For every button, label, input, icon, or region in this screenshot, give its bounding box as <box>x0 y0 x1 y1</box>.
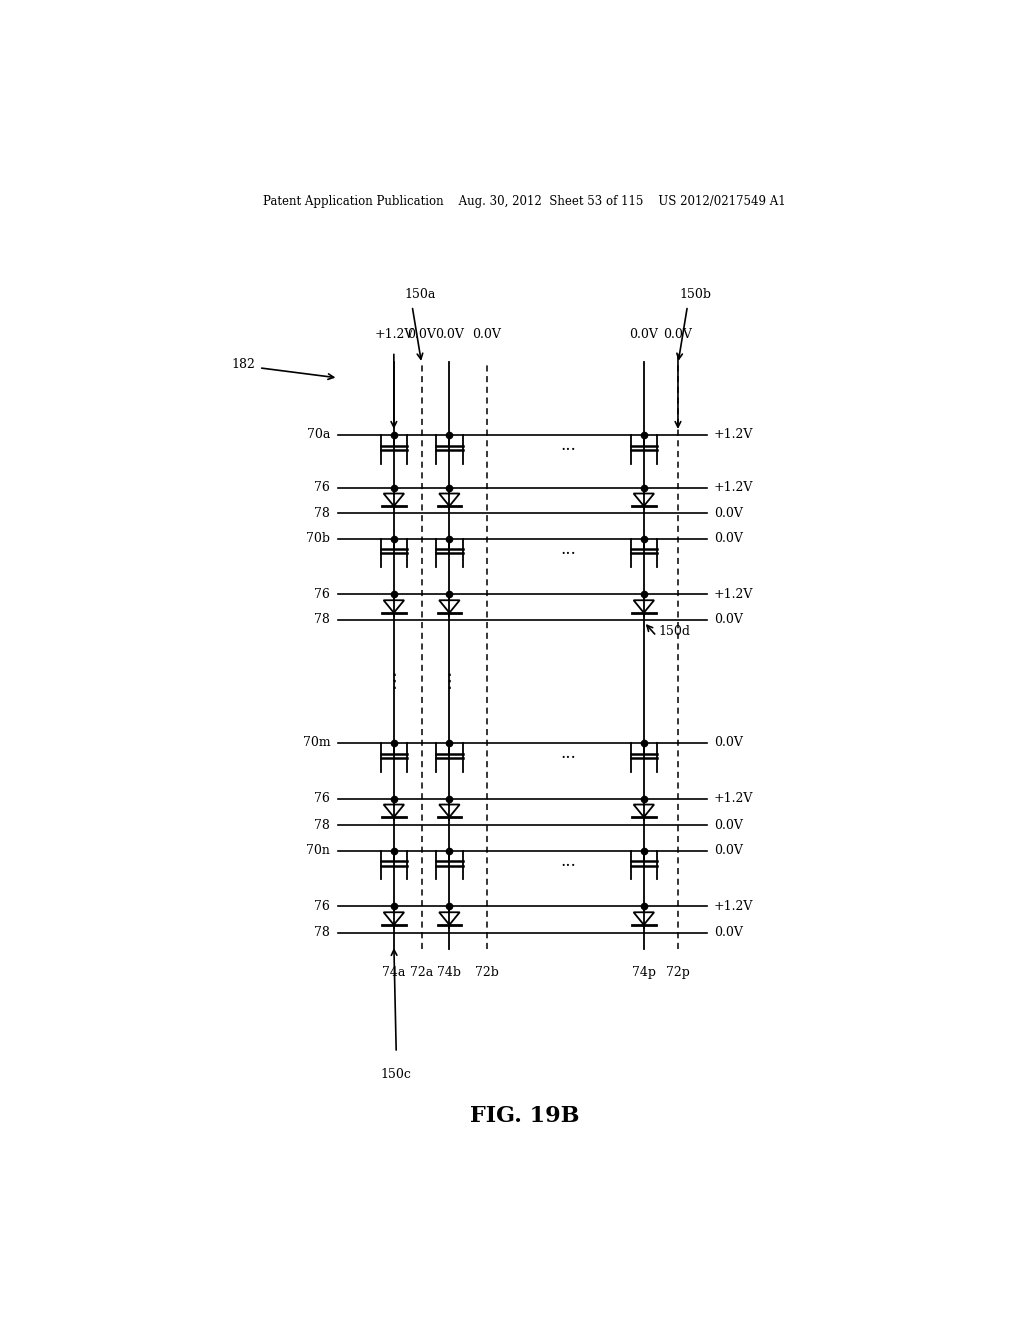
Text: 78: 78 <box>314 614 331 627</box>
Text: +1.2V: +1.2V <box>374 329 414 342</box>
Text: 150d: 150d <box>658 624 690 638</box>
Text: +1.2V: +1.2V <box>714 482 753 494</box>
Text: ...: ... <box>560 437 577 454</box>
Text: +1.2V: +1.2V <box>714 429 753 441</box>
Text: 78: 78 <box>314 507 331 520</box>
Text: 76: 76 <box>314 482 331 494</box>
Text: 70a: 70a <box>307 429 331 441</box>
Text: Patent Application Publication    Aug. 30, 2012  Sheet 53 of 115    US 2012/0217: Patent Application Publication Aug. 30, … <box>263 194 786 207</box>
Text: 0.0V: 0.0V <box>714 818 742 832</box>
Text: 70m: 70m <box>303 737 331 750</box>
Text: 0.0V: 0.0V <box>435 329 464 342</box>
Text: 0.0V: 0.0V <box>714 843 742 857</box>
Text: 0.0V: 0.0V <box>472 329 501 342</box>
Text: 0.0V: 0.0V <box>714 614 742 627</box>
Text: 0.0V: 0.0V <box>714 507 742 520</box>
Text: ...: ... <box>560 541 577 558</box>
Text: 0.0V: 0.0V <box>630 329 658 342</box>
Text: 72b: 72b <box>475 966 499 979</box>
Text: FIG. 19B: FIG. 19B <box>470 1105 580 1127</box>
Text: ⋮: ⋮ <box>384 672 403 690</box>
Text: 0.0V: 0.0V <box>714 737 742 750</box>
Text: +1.2V: +1.2V <box>714 900 753 913</box>
Text: 76: 76 <box>314 900 331 913</box>
Text: 74p: 74p <box>632 966 655 979</box>
Text: ...: ... <box>560 744 577 762</box>
Text: 150c: 150c <box>381 1068 412 1081</box>
Text: 70n: 70n <box>306 843 331 857</box>
Text: 182: 182 <box>231 358 255 371</box>
Text: 72p: 72p <box>666 966 690 979</box>
Text: 78: 78 <box>314 818 331 832</box>
Text: 76: 76 <box>314 587 331 601</box>
Text: 70b: 70b <box>306 532 331 545</box>
Text: ...: ... <box>560 853 577 870</box>
Text: 72a: 72a <box>410 966 433 979</box>
Text: 0.0V: 0.0V <box>408 329 436 342</box>
Text: 0.0V: 0.0V <box>664 329 692 342</box>
Text: +1.2V: +1.2V <box>714 587 753 601</box>
Text: 150b: 150b <box>680 288 712 301</box>
Text: 0.0V: 0.0V <box>714 532 742 545</box>
Text: 76: 76 <box>314 792 331 805</box>
Text: ⋮: ⋮ <box>439 672 459 690</box>
Text: +1.2V: +1.2V <box>714 792 753 805</box>
Text: 74a: 74a <box>382 966 406 979</box>
Text: 74b: 74b <box>437 966 462 979</box>
Text: 78: 78 <box>314 927 331 940</box>
Text: 150a: 150a <box>404 288 435 301</box>
Text: 0.0V: 0.0V <box>714 927 742 940</box>
